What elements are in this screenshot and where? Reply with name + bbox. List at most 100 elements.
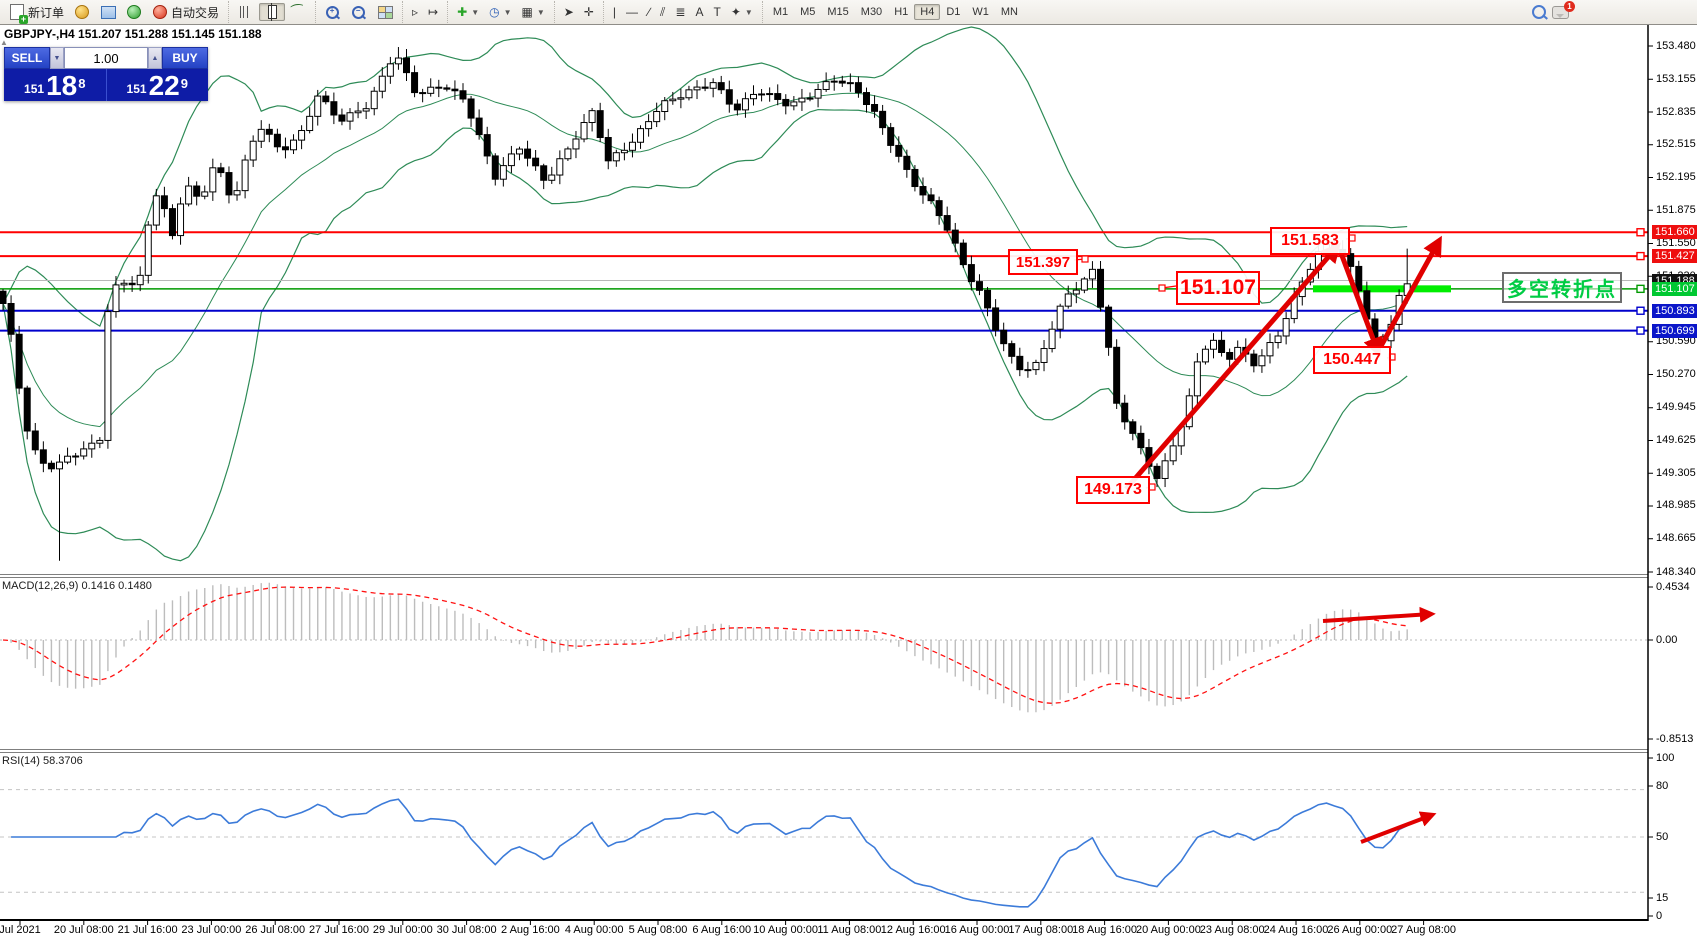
trend-arrow[interactable]: [1360, 811, 1437, 844]
hline-handle[interactable]: [1636, 306, 1645, 315]
search-icon[interactable]: [1532, 5, 1546, 19]
candle-body: [1000, 329, 1008, 345]
zoom-out-button[interactable]: −: [346, 3, 372, 21]
candle-body: [806, 97, 814, 100]
periods-button[interactable]: ◷ ▼: [484, 3, 516, 21]
hline-handle[interactable]: [1636, 228, 1645, 237]
one-click-collapse-icon[interactable]: ▲: [0, 38, 8, 47]
zoom-in-button[interactable]: +: [320, 3, 346, 21]
trend-arrow[interactable]: [1378, 235, 1442, 348]
rsi-panel[interactable]: [0, 789, 1648, 908]
trend-arrow[interactable]: [1338, 252, 1383, 358]
time-label: 20 Aug 00:00: [1135, 924, 1201, 936]
trendline-button[interactable]: ∕: [643, 3, 655, 21]
price-label-151.107[interactable]: 151.107: [1176, 271, 1260, 305]
candlestick-icon: [267, 3, 277, 21]
text-button[interactable]: A: [690, 3, 708, 21]
vertical-line-button[interactable]: |: [608, 3, 621, 21]
candle-body: [1355, 265, 1363, 292]
time-label: 27 Jul 16:00: [309, 924, 369, 936]
price-label-150.447[interactable]: 150.447: [1313, 346, 1391, 374]
hline-handle[interactable]: [1636, 326, 1645, 335]
candle-body: [394, 57, 402, 65]
chat-icon[interactable]: 1: [1552, 0, 1575, 19]
timeframe-M30[interactable]: M30: [860, 6, 883, 18]
indicators-button[interactable]: ✚ ▼: [452, 3, 484, 21]
templates-button[interactable]: ▦ ▼: [517, 3, 550, 21]
time-label: 29 Jul 00:00: [372, 924, 433, 936]
chart-shift-button[interactable]: ↦: [423, 3, 443, 21]
volume-up-button[interactable]: ▲: [148, 47, 162, 69]
text-label-icon: T: [713, 5, 721, 19]
price-tick: 153.480: [1656, 39, 1696, 52]
timeframe-H1[interactable]: H1: [894, 6, 909, 18]
price-tick: 148.665: [1656, 532, 1696, 545]
deposit-button[interactable]: [69, 3, 95, 21]
bull-bear-turning-point-label[interactable]: 多空转折点: [1502, 272, 1622, 303]
autotrade-button[interactable]: 自动交易: [147, 3, 224, 21]
channel-button[interactable]: ⫽: [655, 3, 670, 21]
candle-body: [475, 117, 483, 136]
tile-windows-button[interactable]: [372, 3, 398, 21]
candle-body: [427, 86, 435, 94]
candle-body: [39, 449, 47, 464]
panel-separator[interactable]: [0, 752, 1648, 753]
timeframe-H4[interactable]: H4: [914, 4, 941, 20]
price-badge-150.699: 150.699: [1652, 323, 1697, 338]
sell-price-prefix: 151: [24, 82, 45, 96]
bollinger-upper: [2, 26, 1408, 327]
indicator-tick: 100: [1656, 751, 1675, 764]
candle-body: [354, 110, 362, 114]
panel-separator[interactable]: [0, 577, 1648, 578]
candle-body: [403, 57, 410, 74]
timeframe-W1[interactable]: W1: [972, 6, 989, 18]
hline-handle[interactable]: [1636, 251, 1645, 261]
candle-body: [645, 121, 653, 130]
buy-price-big: 22: [148, 70, 180, 101]
buy-button[interactable]: BUY: [162, 47, 208, 69]
timeframe-D1[interactable]: D1: [946, 6, 961, 18]
arrows-button[interactable]: ✦ ▼: [726, 3, 758, 21]
auto-scroll-button[interactable]: ▹: [407, 3, 423, 21]
panel-separator[interactable]: [0, 574, 1648, 575]
candle-body: [290, 139, 298, 151]
market-watch-button[interactable]: [95, 3, 121, 21]
candle-body: [540, 165, 548, 181]
candle-body: [1040, 348, 1048, 363]
main-chart[interactable]: [0, 26, 1648, 562]
volume-input[interactable]: [64, 47, 148, 69]
timeframe-MN[interactable]: MN: [1000, 6, 1018, 18]
candle-body: [435, 86, 443, 89]
candle-body: [1153, 465, 1161, 479]
candle-body: [1347, 253, 1355, 267]
hline-handle[interactable]: [1636, 284, 1645, 294]
timeframe-M15[interactable]: M15: [827, 6, 849, 18]
signals-button[interactable]: [121, 3, 147, 21]
horizontal-line-button[interactable]: —: [621, 3, 643, 21]
sell-price[interactable]: 151 18 8: [4, 69, 107, 101]
sell-button[interactable]: SELL: [4, 47, 50, 69]
new-order-button[interactable]: 新订单: [4, 3, 69, 24]
trend-arrow[interactable]: [1124, 242, 1341, 491]
new-order-icon: [10, 4, 28, 24]
timeframe-M5[interactable]: M5: [800, 6, 816, 18]
price-label-151.583[interactable]: 151.583: [1270, 227, 1350, 255]
cursor-button[interactable]: ➤: [559, 3, 579, 21]
crosshair-button[interactable]: ✛: [579, 3, 599, 21]
green-highlight-line[interactable]: [1313, 285, 1451, 293]
trend-arrow[interactable]: [1322, 606, 1436, 623]
price-label-151.397[interactable]: 151.397: [1008, 249, 1078, 275]
buy-price[interactable]: 151 22 9: [107, 69, 209, 101]
text-label-button[interactable]: T: [708, 3, 725, 21]
macd-panel[interactable]: [0, 582, 1648, 713]
candle-body: [984, 289, 992, 309]
volume-down-button[interactable]: ▼: [50, 47, 64, 69]
price-label-149.173[interactable]: 149.173: [1076, 476, 1150, 504]
fibonacci-button[interactable]: ≣: [670, 3, 690, 21]
panel-separator[interactable]: [0, 749, 1648, 750]
timeframe-M1[interactable]: M1: [772, 6, 789, 18]
time-label: 17 Aug 08:00: [1008, 924, 1074, 936]
candlestick-chart-button[interactable]: [259, 3, 286, 21]
time-label: 26 Jul 08:00: [245, 924, 306, 936]
